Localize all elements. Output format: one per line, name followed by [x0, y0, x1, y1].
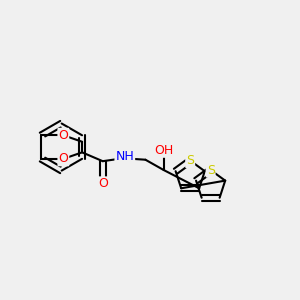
Text: O: O [58, 129, 68, 142]
Text: OH: OH [154, 144, 173, 157]
Text: O: O [98, 177, 108, 190]
Text: O: O [58, 152, 68, 165]
Text: S: S [207, 164, 214, 176]
Text: S: S [186, 154, 194, 167]
Text: NH: NH [116, 150, 134, 163]
